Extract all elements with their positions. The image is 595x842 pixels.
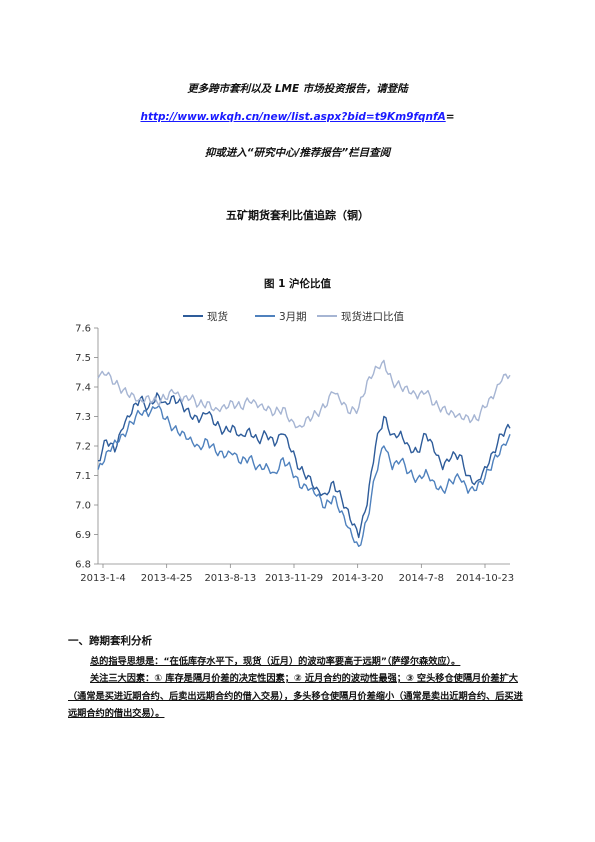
figure-title: 图 1 沪伦比值 bbox=[263, 278, 332, 290]
y-tick-label: 7.2 bbox=[75, 442, 91, 453]
paragraph-three-factors: 关注三大因素：① 库存是隔月价差的决定性因素；② 近月合约的波动性最强；③ 空头… bbox=[68, 673, 523, 719]
y-tick-label: 7.6 bbox=[75, 324, 91, 335]
paragraph-guiding-principle: 总的指导思想是：“在低库存水平下，现货（近月）的波动率要高于远期”（萨缪尔森效应… bbox=[90, 656, 461, 667]
legend-label-0: 现货 bbox=[207, 310, 228, 323]
y-tick-label: 6.8 bbox=[75, 560, 91, 571]
y-tick-label: 7.5 bbox=[75, 353, 91, 364]
legend-label-1: 3月期 bbox=[279, 311, 307, 323]
x-tick-label: 2013-4-25 bbox=[141, 573, 193, 584]
banner-line-2: http://www.wkqh.cn/new/list.aspx?bid=t9K… bbox=[0, 111, 595, 123]
banner-line-3: 抑或进入“研究中心/推荐报告”栏目查阅 bbox=[204, 147, 391, 159]
x-tick-label: 2013-8-13 bbox=[204, 573, 256, 584]
legend-label-2: 现货进口比值 bbox=[341, 310, 404, 323]
y-tick-label: 7.1 bbox=[75, 471, 91, 482]
section-heading: 一、跨期套利分析 bbox=[68, 635, 152, 647]
report-title: 五矿期货套利比值追踪（铜） bbox=[226, 209, 369, 222]
x-tick-label: 2013-11-29 bbox=[265, 573, 323, 584]
banner-line-1: 更多跨市套利以及 LME 市场投资报告，请登陆 bbox=[187, 83, 408, 95]
x-tick-label: 2014-7-8 bbox=[399, 573, 444, 584]
x-tick-label: 2014-3-20 bbox=[332, 573, 384, 584]
series-line-0 bbox=[98, 392, 511, 539]
x-tick-label: 2014-10-23 bbox=[456, 573, 514, 584]
link-suffix: = bbox=[445, 111, 455, 123]
y-tick-label: 7.4 bbox=[75, 383, 91, 394]
series-line-1 bbox=[97, 405, 511, 547]
ratio-line-chart: 6.8 6.9 7.0 7.1 7.2 7.3 7.4 7.5 7.6 2013-1-4 2013-… bbox=[75, 310, 514, 584]
series-line-2 bbox=[97, 359, 511, 429]
y-tick-label: 7.0 bbox=[75, 501, 91, 512]
y-tick-label: 6.9 bbox=[75, 530, 91, 541]
y-tick-label: 7.3 bbox=[75, 412, 91, 423]
x-tick-label: 2013-1-4 bbox=[80, 573, 125, 584]
research-link[interactable]: http://www.wkqh.cn/new/list.aspx?bid=t9K… bbox=[140, 111, 446, 123]
